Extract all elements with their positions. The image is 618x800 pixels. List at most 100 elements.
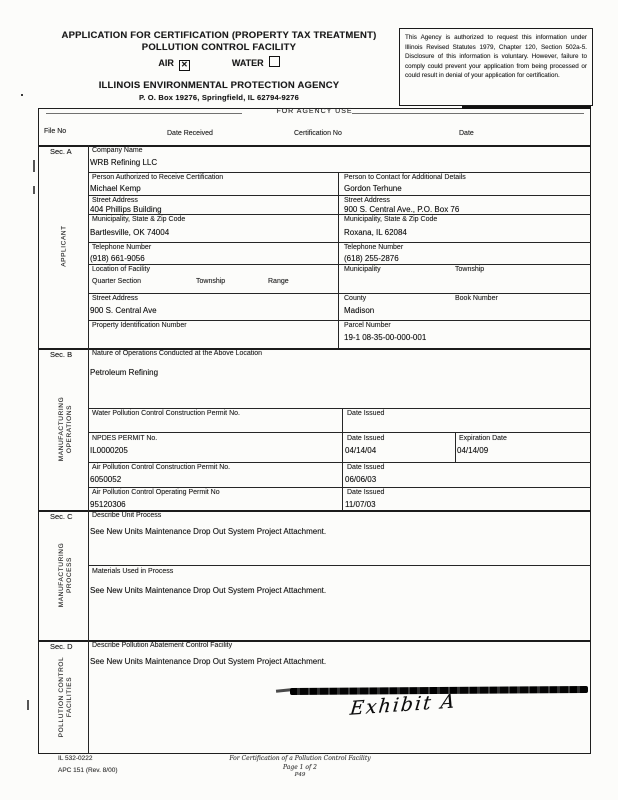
- section-a-label: Sec. A: [50, 147, 72, 156]
- air-operating-permit-label: Air Pollution Control Operating Permit N…: [92, 489, 220, 496]
- municipality1-label: Municipality, State & Zip Code: [92, 216, 186, 223]
- agency-name: ILLINOIS ENVIRONMENTAL PROTECTION AGENCY: [98, 80, 340, 91]
- applicant-side-label: APPLICANT: [60, 225, 68, 267]
- manufacturing-process-side-label: MANUFACTURING PROCESS: [58, 510, 74, 640]
- phone2-value: (618) 255-2876: [344, 254, 399, 263]
- section-divider: [39, 640, 590, 642]
- manufacturing-operations-side-label: MANUFACTURING OPERATIONS: [58, 348, 74, 510]
- quarter-section-label: Quarter Section: [92, 278, 142, 285]
- contact-label: Person to Contact for Additional Details: [344, 174, 466, 181]
- municipality1-value: Bartlesville, OK 74004: [90, 228, 170, 237]
- date-issued-label: Date Issued: [347, 410, 385, 417]
- scan-speck: [27, 700, 29, 710]
- nature-of-operations-value: Petroleum Refining: [90, 368, 159, 377]
- unit-process-value: See New Units Maintenance Drop Out Syste…: [90, 527, 327, 536]
- strip-line-left: [46, 113, 242, 115]
- contact-value: Gordon Terhune: [344, 184, 402, 193]
- grid-line: [88, 432, 591, 434]
- street-address1-label: Street Address: [92, 197, 138, 204]
- grid-line: [88, 214, 591, 216]
- county-value: Madison: [344, 306, 375, 315]
- section-c-label: Sec. C: [50, 512, 73, 521]
- media-type-row: AIR ✕ WATER: [30, 56, 408, 71]
- footer-center-line1: For Certification of a Pollution Control…: [229, 755, 371, 762]
- grid-line: [39, 145, 590, 147]
- expiration-date-label: Expiration Date: [459, 435, 507, 442]
- side-label-line2: OPERATIONS: [66, 404, 73, 454]
- book-number-label: Book Number: [455, 295, 498, 302]
- section-divider: [39, 510, 590, 512]
- grid-line: [88, 565, 591, 567]
- npdes-date-issued-value: 04/14/04: [345, 446, 377, 455]
- phone1-value: (918) 661-9056: [90, 254, 145, 263]
- air-label: AIR: [158, 58, 174, 68]
- grid-line: [88, 172, 591, 174]
- document-header: APPLICATION FOR CERTIFICATION (PROPERTY …: [30, 30, 408, 102]
- footer-center-line3: P49: [294, 772, 306, 778]
- grid-line: [342, 408, 344, 510]
- phone1-label: Telephone Number: [92, 244, 152, 251]
- street-address2-label: Street Address: [344, 197, 390, 204]
- water-permit-label: Water Pollution Control Construction Per…: [92, 410, 240, 417]
- township-label: Township: [196, 278, 226, 285]
- file-no-label: File No: [44, 128, 67, 135]
- agency-address: P. O. Box 19276, Springfield, IL 62794-9…: [138, 93, 300, 102]
- grid-line: [88, 408, 591, 410]
- municipality2-label: Municipality, State & Zip Code: [344, 216, 438, 223]
- air-operating-date-value: 11/07/03: [345, 500, 376, 509]
- date-issued-label: Date Issued: [347, 489, 385, 496]
- date-received-label: Date Received: [167, 130, 213, 137]
- materials-used-label: Materials Used in Process: [92, 568, 174, 575]
- materials-used-value: See New Units Maintenance Drop Out Syste…: [90, 586, 327, 595]
- side-label-line2: FACILITIES: [66, 676, 73, 718]
- grid-line: [88, 462, 591, 464]
- doc-title-line2: POLLUTION CONTROL FACILITY: [141, 42, 297, 53]
- pollution-control-side-label: POLLUTION CONTROL FACILITIES: [58, 640, 74, 754]
- date-label: Date: [459, 130, 474, 137]
- grid-line: [88, 320, 591, 322]
- municipality-col-label: Municipality: [344, 266, 381, 273]
- nature-of-operations-label: Nature of Operations Conducted at the Ab…: [92, 350, 263, 357]
- side-label-line1: MANUFACTURING: [58, 396, 65, 462]
- form-number: IL 532-0222: [58, 755, 93, 762]
- npdes-permit-value: IL0000205: [90, 446, 128, 455]
- air-checkbox: ✕: [178, 60, 190, 71]
- street-address3-label: Street Address: [92, 295, 138, 302]
- person-authorized-label: Person Authorized to Receive Certificati…: [92, 174, 224, 181]
- county-label: County: [344, 295, 367, 302]
- street-address3-value: 900 S. Central Ave: [90, 306, 157, 315]
- grid-line: [88, 242, 591, 244]
- parcel-number-value: 19-1 08-35-00-000-001: [344, 333, 427, 342]
- phone2-label: Telephone Number: [344, 244, 404, 251]
- grid-line: [88, 487, 591, 489]
- authorization-notice-box: This Agency is authorized to request thi…: [399, 28, 593, 106]
- footer-center-line2: Page 1 of 2: [283, 764, 317, 771]
- doc-title-line1: APPLICATION FOR CERTIFICATION (PROPERTY …: [61, 30, 377, 41]
- certification-no-label: Certification No: [294, 130, 342, 137]
- air-operating-permit-value: 95120306: [90, 500, 126, 509]
- unit-process-label: Describe Unit Process: [92, 512, 162, 519]
- form-revision-code: APC 151 (Rev. 8/00): [58, 767, 118, 774]
- grid-line: [338, 172, 340, 348]
- form-table-border: [38, 108, 591, 754]
- grid-line: [88, 195, 591, 197]
- parcel-number-label: Parcel Number: [344, 322, 391, 329]
- water-checkbox: [268, 56, 280, 67]
- abatement-facility-label: Describe Pollution Abatement Control Fac…: [92, 642, 233, 649]
- npdes-expiration-value: 04/14/09: [457, 446, 489, 455]
- scan-speck: [21, 94, 23, 96]
- street-address2-value: 900 S. Central Ave., P.O. Box 76: [344, 205, 460, 214]
- air-construction-permit-value: 6050052: [90, 475, 122, 484]
- grid-line: [455, 432, 457, 462]
- agency-use-title: FOR AGENCY USE: [276, 108, 353, 115]
- air-construction-date-value: 06/06/03: [345, 475, 377, 484]
- location-of-facility-label: Location of Facility: [92, 266, 150, 273]
- township-col-label: Township: [455, 266, 485, 273]
- company-name-value: WRB Refining LLC: [90, 158, 158, 167]
- side-label-line1: POLLUTION CONTROL: [58, 656, 65, 738]
- side-label-line2: PROCESS: [66, 557, 73, 593]
- air-construction-permit-label: Air Pollution Control Construction Permi…: [92, 464, 231, 471]
- date-issued-label: Date Issued: [347, 464, 385, 471]
- property-id-label: Property Identification Number: [92, 322, 187, 329]
